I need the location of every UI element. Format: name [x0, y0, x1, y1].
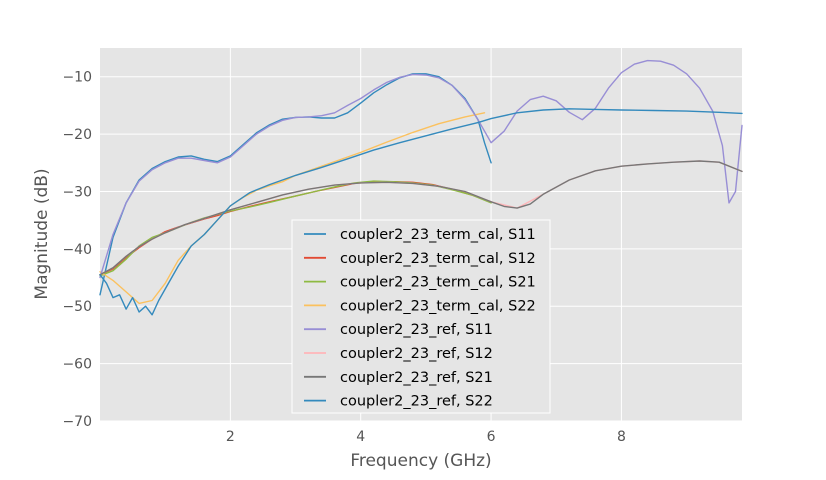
series-line-5 [99, 59, 743, 279]
y-tick-label: −10 [62, 70, 92, 86]
legend-label: coupler2_23_term_cal, S21 [340, 275, 536, 291]
series-line-7 [99, 160, 743, 276]
legend-label: coupler2_23_ref, S22 [340, 394, 493, 410]
x-tick-label: 4 [356, 429, 365, 445]
y-tick-label: −40 [62, 242, 92, 258]
y-tick-label: −70 [62, 414, 92, 430]
x-tick-label: 2 [226, 429, 235, 445]
series-layer [99, 59, 743, 316]
legend-label: coupler2_23_ref, S21 [340, 370, 493, 386]
y-axis-label: Magnitude (dB) [32, 168, 52, 299]
series-line-4 [99, 112, 486, 305]
legend-label: coupler2_23_ref, S12 [340, 346, 493, 362]
legend-label: coupler2_23_term_cal, S22 [340, 298, 536, 314]
y-tick-label: −20 [62, 127, 92, 143]
y-tick-label: −60 [62, 357, 92, 373]
x-tick-label: 6 [487, 429, 496, 445]
legend-label: coupler2_23_ref, S11 [340, 322, 493, 338]
x-tick-label: 8 [617, 429, 626, 445]
legend-box [291, 219, 551, 414]
legend-items: coupler2_23_term_cal, S11 coupler2_23_ter… [304, 227, 536, 410]
legend-label: coupler2_23_term_cal, S12 [340, 251, 536, 267]
x-axis-ticks: 2 4 6 8 [226, 429, 626, 445]
legend: coupler2_23_term_cal, S11 coupler2_23_ter… [291, 219, 551, 414]
y-tick-label: −30 [62, 184, 92, 200]
x-axis-label: Frequency (GHz) [350, 451, 491, 471]
y-axis-ticks: −70 −60 −50 −40 −30 −20 −10 [62, 70, 92, 430]
y-tick-label: −50 [62, 299, 92, 315]
legend-label: coupler2_23_term_cal, S11 [340, 227, 536, 243]
series-line-8 [99, 108, 743, 316]
